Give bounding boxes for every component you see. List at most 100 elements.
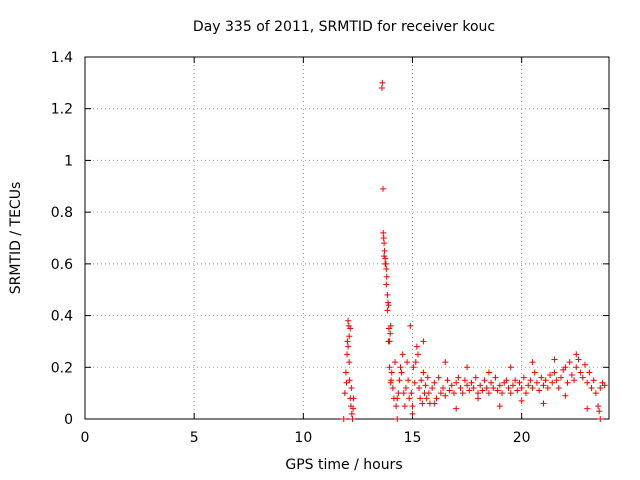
data-point [400, 390, 407, 397]
data-point [453, 379, 460, 386]
data-point [562, 392, 569, 399]
data-point [485, 369, 492, 376]
data-point [457, 384, 464, 391]
data-point [520, 374, 527, 381]
y-tick-label: 0 [64, 412, 73, 428]
x-tick-labels: 0 5 10 15 20 [81, 430, 531, 446]
data-point [544, 384, 551, 391]
data-point [586, 369, 593, 376]
data-point [419, 400, 426, 407]
data-point [503, 377, 510, 384]
data-point [380, 185, 387, 192]
data-point [380, 229, 387, 236]
data-point [392, 359, 399, 366]
data-point [529, 384, 536, 391]
data-point [597, 384, 604, 391]
data-point [416, 384, 423, 391]
data-point [420, 338, 427, 345]
data-point [348, 410, 355, 417]
data-point [596, 408, 603, 415]
axis-ticks [84, 56, 609, 420]
data-point [536, 387, 543, 394]
data-point [444, 377, 451, 384]
data-point [345, 343, 352, 350]
data-point [407, 322, 414, 329]
data-point [411, 379, 418, 386]
data-point [450, 390, 457, 397]
data-point [431, 379, 438, 386]
y-tick-label: 1.2 [51, 102, 73, 118]
data-point [398, 369, 405, 376]
data-points [340, 79, 608, 422]
chart-title: Day 335 of 2011, SRMTID for receiver kou… [193, 19, 495, 35]
data-point [555, 384, 562, 391]
data-point [437, 390, 444, 397]
data-point [479, 387, 486, 394]
data-point [472, 374, 479, 381]
data-point [394, 395, 401, 402]
data-point [573, 351, 580, 358]
data-point [404, 359, 411, 366]
data-point [516, 379, 523, 386]
data-point [387, 322, 394, 329]
data-point [348, 384, 355, 391]
x-axis-label: GPS time / hours [285, 457, 402, 473]
data-point [394, 416, 401, 422]
data-point [387, 330, 394, 337]
data-point [414, 351, 421, 358]
data-point [382, 255, 389, 262]
data-point [538, 374, 545, 381]
data-point [389, 384, 396, 391]
y-tick-label: 0.6 [51, 257, 73, 273]
data-point [381, 253, 388, 260]
data-point [381, 247, 388, 254]
data-point [409, 403, 416, 410]
data-point [557, 374, 564, 381]
data-point [409, 410, 416, 417]
data-point [579, 374, 586, 381]
data-point [496, 382, 503, 389]
data-point [518, 384, 525, 391]
data-point [395, 390, 402, 397]
data-point [381, 240, 388, 247]
data-point [553, 377, 560, 384]
data-point [433, 395, 440, 402]
data-point [523, 390, 530, 397]
data-point [341, 390, 348, 397]
data-point [483, 384, 490, 391]
data-point [346, 377, 353, 384]
data-point [564, 379, 571, 386]
data-point [540, 382, 547, 389]
data-point [380, 235, 387, 241]
data-point [442, 359, 449, 366]
data-point [384, 307, 391, 314]
data-point [577, 369, 584, 376]
data-point [547, 372, 554, 379]
data-point [383, 266, 390, 273]
data-point [590, 377, 597, 384]
data-point [533, 379, 540, 386]
data-point [492, 374, 499, 381]
data-point [551, 356, 558, 363]
data-point [566, 359, 573, 366]
data-point [425, 390, 432, 397]
data-point [575, 356, 582, 363]
grid-lines [85, 57, 609, 419]
data-point [512, 377, 519, 384]
x-tick-label: 20 [513, 430, 531, 446]
data-point [571, 377, 578, 384]
data-point [477, 382, 484, 389]
data-point [343, 379, 350, 386]
data-point [584, 405, 591, 412]
data-point [446, 387, 453, 394]
data-point [423, 395, 430, 402]
data-point [385, 302, 392, 309]
data-point [485, 390, 492, 397]
data-point [393, 403, 400, 410]
data-point [442, 392, 449, 399]
data-point [525, 382, 532, 389]
data-point [350, 395, 357, 402]
plot-frame [84, 56, 610, 420]
x-tick-label: 15 [404, 430, 422, 446]
data-point [514, 387, 521, 394]
